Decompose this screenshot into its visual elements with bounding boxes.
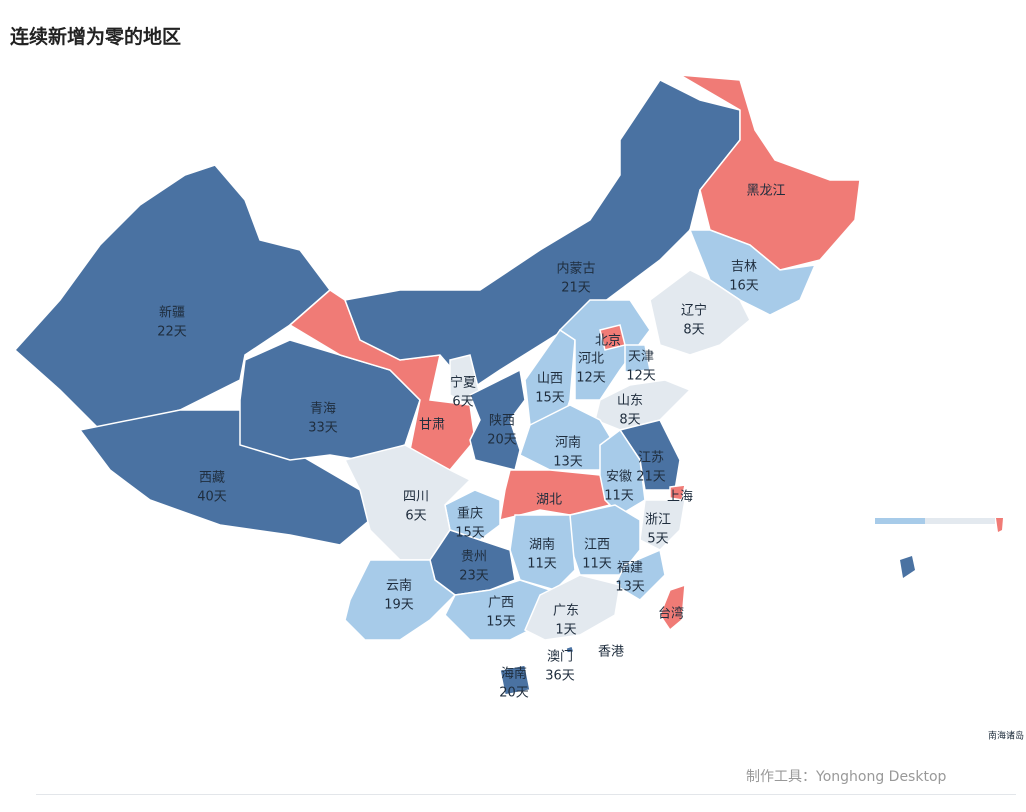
region-name: 河南 [555,435,581,451]
region [565,645,575,654]
region-value-label: 15天 [535,391,565,406]
region-value-label: 11天 [582,557,612,572]
region-value-label: 16天 [729,279,759,294]
region-value-label: 12天 [626,369,656,384]
region-name: 澳门 [547,649,573,665]
region-value-label: 6天 [405,509,426,524]
region-name: 江西 [584,538,610,553]
region [599,428,646,516]
region-name: 山西 [537,372,563,387]
region-name: 台湾 [658,606,684,622]
region-value-label: 22天 [157,325,187,340]
region [509,514,576,591]
region-name: 北京 [595,334,621,349]
region-name: 黑龙江 [746,184,785,199]
inset-band [875,518,925,524]
region-name: 宁夏 [450,375,476,391]
region-value-label: 33天 [308,421,338,436]
region [524,574,621,641]
region-value-label: 20天 [499,686,529,701]
inset-label: 南海诸岛 [988,730,1024,742]
region [614,548,666,601]
region-value-label: 8天 [619,413,640,428]
region-value-label: 6天 [452,395,473,410]
region-value-label: 15天 [486,615,516,630]
region [649,269,751,356]
region-name: 河北 [578,352,604,367]
region-value-label: 19天 [384,598,414,613]
region [78,409,371,546]
region-name: 西藏 [199,471,225,486]
region-name: 内蒙古 [556,261,595,277]
region [469,368,526,471]
region-name: 山东 [617,394,643,409]
region [679,74,861,271]
region-name: 四川 [403,490,429,505]
region-name: 香港 [598,645,624,660]
region-name: 云南 [386,578,412,594]
region-name: 安徽 [606,470,632,485]
region-name: 浙江 [645,513,671,528]
region-name: 广东 [553,604,579,619]
region-value-label: 21天 [636,470,666,485]
region-name: 湖南 [529,537,555,553]
region-name: 江苏 [638,450,664,466]
region-value-label: 5天 [647,532,668,547]
region-name: 海南 [501,666,527,682]
region-value-label: 40天 [197,490,227,505]
region-name: 上海 [667,490,693,505]
region-name: 福建 [617,561,643,576]
region-value-label: 20天 [487,433,517,448]
region-value-label: 15天 [455,526,485,541]
region-value-label: 1天 [555,623,576,638]
region [639,499,686,551]
region-name: 天津 [628,350,654,365]
region-name: 新疆 [159,305,185,321]
region-value-label: 12天 [576,371,606,386]
region-name: 贵州 [461,550,487,565]
region-value-label: 8天 [683,323,704,338]
map-title: 连续新增为零的地区 [10,26,182,48]
inset-taiwan [996,518,1003,532]
footer-rule [36,794,1016,795]
region-value-label: 13天 [615,580,645,595]
region-name: 重庆 [457,506,483,522]
region [499,664,531,696]
region-name: 青海 [310,402,336,417]
region-name: 辽宁 [681,303,707,319]
region-value-label: 21天 [561,281,591,296]
region-value-label: 13天 [553,455,583,470]
region-value-label: 11天 [604,489,634,504]
inset-box-top [875,518,995,524]
region-value-label: 36天 [545,669,575,684]
region-value-label: 23天 [459,569,489,584]
region-name: 吉林 [731,260,757,275]
footer: 制作工具：Yonghong Desktop [746,769,947,785]
region-name: 湖北 [536,493,562,508]
region [624,344,651,373]
region [659,583,686,632]
region-name: 广西 [488,596,514,611]
region-name: 陕西 [489,414,515,429]
inset-island [900,556,915,578]
region-name: 甘肃 [419,418,445,433]
region-value-label: 11天 [527,557,557,572]
